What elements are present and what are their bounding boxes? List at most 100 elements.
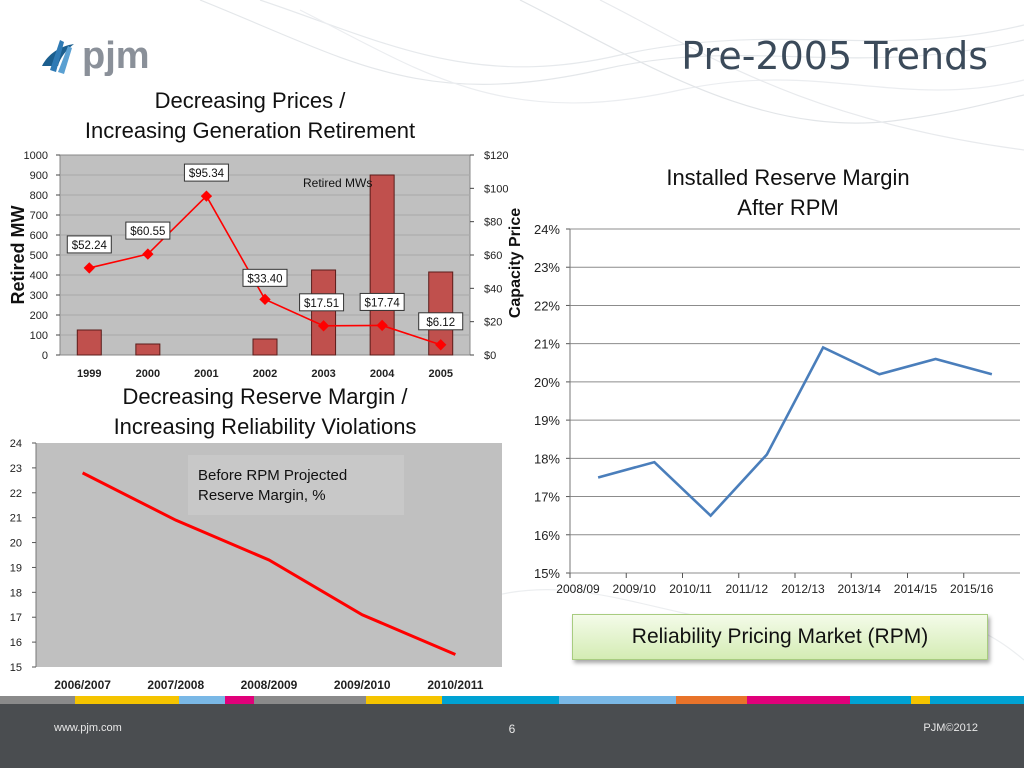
y2-tick-label: $20 (484, 317, 502, 329)
y-tick-label: 22% (534, 298, 560, 313)
y2-tick-label: $100 (484, 183, 508, 195)
y-tick-label: 1000 (24, 150, 48, 162)
stripe-segment (558, 696, 569, 704)
y2-tick-label: $80 (484, 217, 502, 229)
color-stripe (0, 696, 1024, 704)
price-label: $17.51 (304, 298, 339, 310)
x-tick-label: 2003 (311, 368, 335, 380)
y2-tick-label: $60 (484, 250, 502, 262)
x-tick-label: 2001 (194, 368, 218, 380)
y-tick-label: 700 (30, 210, 48, 222)
reserve-margin-after-chart: 15% 16% 17% 18% 19% 20% 21% 22% 23% 24% 2008/09 200… (534, 222, 1020, 596)
stripe-segment (441, 696, 559, 704)
x-tick-label: 2008/09 (556, 582, 600, 596)
y-tick-label: 16 (10, 637, 22, 649)
stripe-segment (366, 696, 442, 704)
stripe-segment (178, 696, 226, 704)
price-point-marker (200, 190, 213, 202)
price-point-marker (376, 319, 388, 332)
y-tick-label: 600 (30, 230, 48, 242)
x-tick-label: 2014/15 (894, 582, 938, 596)
y-axis-title: Retired MW (8, 205, 28, 304)
pjm-logo: pjm (42, 35, 150, 77)
rpm-callout: Reliability Pricing Market (RPM) (572, 614, 988, 660)
footer-copyright: PJM©2012 (923, 722, 978, 734)
x-tick-label: 2010/2011 (427, 678, 483, 692)
retired-mw-bar (311, 269, 337, 356)
price-label-box (183, 163, 229, 182)
price-point-marker (259, 293, 271, 305)
chart3-title-line1: Installed Reserve Margin (666, 165, 910, 190)
chart3-title: Installed Reserve Margin After RPM (620, 163, 956, 223)
y2-axis-title: Capacity Price (507, 208, 524, 318)
y-tick-label: 21% (534, 337, 560, 352)
legend-retired-mw: Retired MWs (303, 176, 372, 190)
y-tick-label: 500 (30, 250, 48, 262)
x-tick-label: 2005 (428, 368, 452, 380)
x-tick-label: 1999 (77, 368, 101, 380)
retired-mw-bar (76, 329, 102, 356)
y-tick-label: 20 (10, 538, 22, 550)
stripe-segment (746, 696, 851, 704)
retirement-price-chart: 0 100 200 300 400 500 600 700 800 900 1000 $0 $20 $40… (8, 150, 524, 380)
price-label-box (299, 293, 345, 312)
y-tick-label: 19 (10, 562, 22, 574)
chart1-title-line2: Increasing Generation Retirement (84, 118, 416, 143)
y2-tick-label: $40 (484, 283, 502, 295)
y-tick-label: 400 (30, 270, 48, 282)
reserve-margin-before-chart: 15 16 17 18 19 20 21 22 23 24 2006/2007 2007/2008 20… (10, 438, 502, 692)
y-tick-label: 18 (10, 587, 22, 599)
price-point-marker (435, 339, 447, 351)
stripe-segment (568, 696, 677, 704)
y-tick-label: 24 (10, 438, 22, 450)
y-tick-label: 900 (30, 170, 48, 182)
chart3-title-line2: After RPM (737, 195, 839, 220)
x-tick-label: 2009/10 (613, 582, 657, 596)
y-tick-label: 17 (10, 612, 22, 624)
chart1-title: Decreasing Prices / Increasing Generatio… (40, 86, 460, 146)
legend-label: Before RPM Projected (198, 467, 347, 484)
stripe-segment (850, 696, 912, 704)
stripe-segment (0, 696, 76, 704)
retired-mw-bar (252, 338, 278, 356)
y-tick-label: 800 (30, 190, 48, 202)
y-tick-label: 200 (30, 310, 48, 322)
price-label-box (418, 312, 464, 331)
y-tick-label: 300 (30, 290, 48, 302)
price-label: $60.55 (130, 226, 165, 238)
y-tick-label: 22 (10, 488, 22, 500)
chart2-title-line1: Decreasing Reserve Margin / (122, 384, 408, 409)
y-tick-label: 0 (42, 350, 48, 362)
footer-bar (0, 704, 1024, 768)
x-tick-label: 2002 (253, 368, 277, 380)
y-tick-label: 18% (534, 451, 560, 466)
price-label: $17.74 (365, 297, 401, 309)
y-tick-label: 23% (534, 260, 560, 275)
y-tick-label: 20% (534, 375, 560, 390)
retired-mw-bar (135, 343, 161, 356)
slide-title: Pre-2005 Trends (681, 34, 988, 78)
stripe-segment (225, 696, 254, 704)
y-tick-label: 16% (534, 528, 560, 543)
x-tick-label: 2004 (370, 368, 395, 380)
y-tick-label: 15% (534, 566, 560, 581)
reserve-margin-line (81, 471, 456, 656)
x-tick-label: 2012/13 (781, 582, 825, 596)
price-label: $6.12 (426, 317, 455, 329)
x-tick-label: 2009/2010 (334, 678, 391, 692)
y-tick-label: 15 (10, 662, 22, 674)
logo-text: pjm (82, 35, 150, 77)
page-number: 6 (508, 722, 516, 736)
y-tick-label: 24% (534, 222, 560, 237)
installed-reserve-line (597, 345, 993, 518)
price-label-box (66, 235, 112, 254)
x-tick-label: 2007/2008 (147, 678, 204, 692)
chart2-title: Decreasing Reserve Margin / Increasing R… (40, 382, 490, 442)
y-tick-label: 100 (30, 330, 48, 342)
footer-url[interactable]: www.pjm.com (54, 722, 122, 734)
stripe-segment (75, 696, 179, 704)
y2-tick-label: $0 (484, 350, 496, 362)
price-point-marker (317, 320, 330, 332)
x-tick-label: 2010/11 (669, 582, 712, 596)
price-label-box (125, 221, 171, 240)
